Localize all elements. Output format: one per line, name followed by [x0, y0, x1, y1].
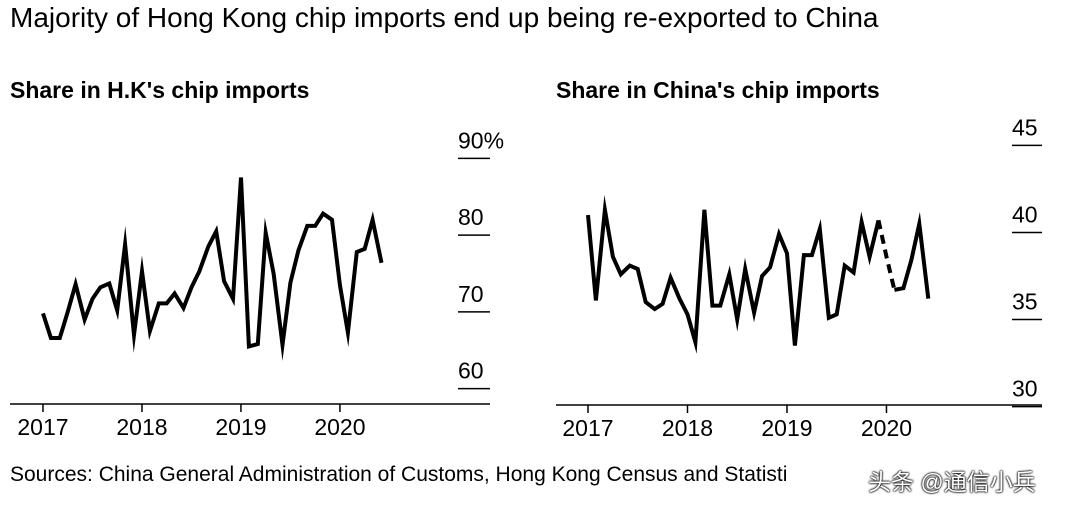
china-x-tick-label: 2020	[861, 415, 912, 441]
china-y-tick-label: 30	[1012, 376, 1038, 402]
china-y-tick-label: 35	[1012, 289, 1038, 315]
source-note: Sources: China General Administration of…	[10, 463, 788, 486]
hk-y-tick-label: 90%	[458, 127, 504, 153]
china-x-tick-label: 2018	[662, 415, 713, 441]
hk-y-tick-label: 80	[458, 204, 484, 230]
left-chart-title: Share in H.K's chip imports	[10, 77, 310, 103]
china-x-tick-label: 2019	[761, 415, 812, 441]
hk-series-line-0	[41, 177, 384, 361]
china-y-tick-label: 45	[1012, 114, 1038, 140]
watermark: 头条 @通信小兵	[868, 469, 1036, 495]
china-y-tick-label: 40	[1012, 201, 1038, 227]
china-series-line-1	[876, 219, 897, 291]
china-x-tick-label: 2017	[562, 415, 613, 441]
hk-y-tick-label: 60	[458, 358, 484, 384]
chart-headline: Majority of Hong Kong chip imports end u…	[10, 2, 879, 33]
hk-x-tick-label: 2018	[116, 414, 167, 440]
hk-x-tick-label: 2019	[215, 414, 266, 440]
china-series-line-2	[894, 211, 931, 299]
hk-y-tick-label: 70	[458, 281, 484, 307]
hk-x-tick-label: 2020	[314, 414, 365, 440]
hk-x-tick-label: 2017	[17, 414, 68, 440]
china-series-line-0	[586, 194, 881, 354]
right-chart-title: Share in China's chip imports	[556, 77, 880, 103]
